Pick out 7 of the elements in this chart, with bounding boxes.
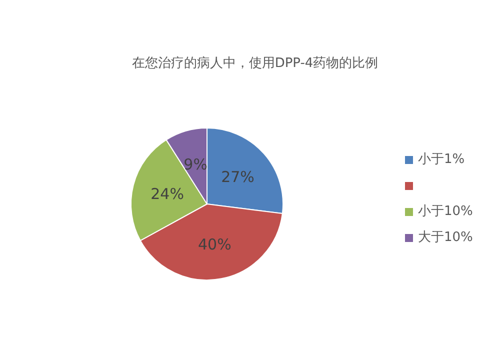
legend-label: 小于1% bbox=[418, 152, 465, 167]
chart-title: 在您治疗的病人中，使用DPP-4药物的比例 bbox=[132, 56, 378, 71]
data-label: 40% bbox=[198, 235, 232, 254]
data-label: 24% bbox=[150, 184, 184, 203]
data-label: 27% bbox=[221, 168, 254, 186]
legend-label: 大于10% bbox=[418, 230, 473, 245]
legend-label: 小于10% bbox=[418, 204, 473, 219]
